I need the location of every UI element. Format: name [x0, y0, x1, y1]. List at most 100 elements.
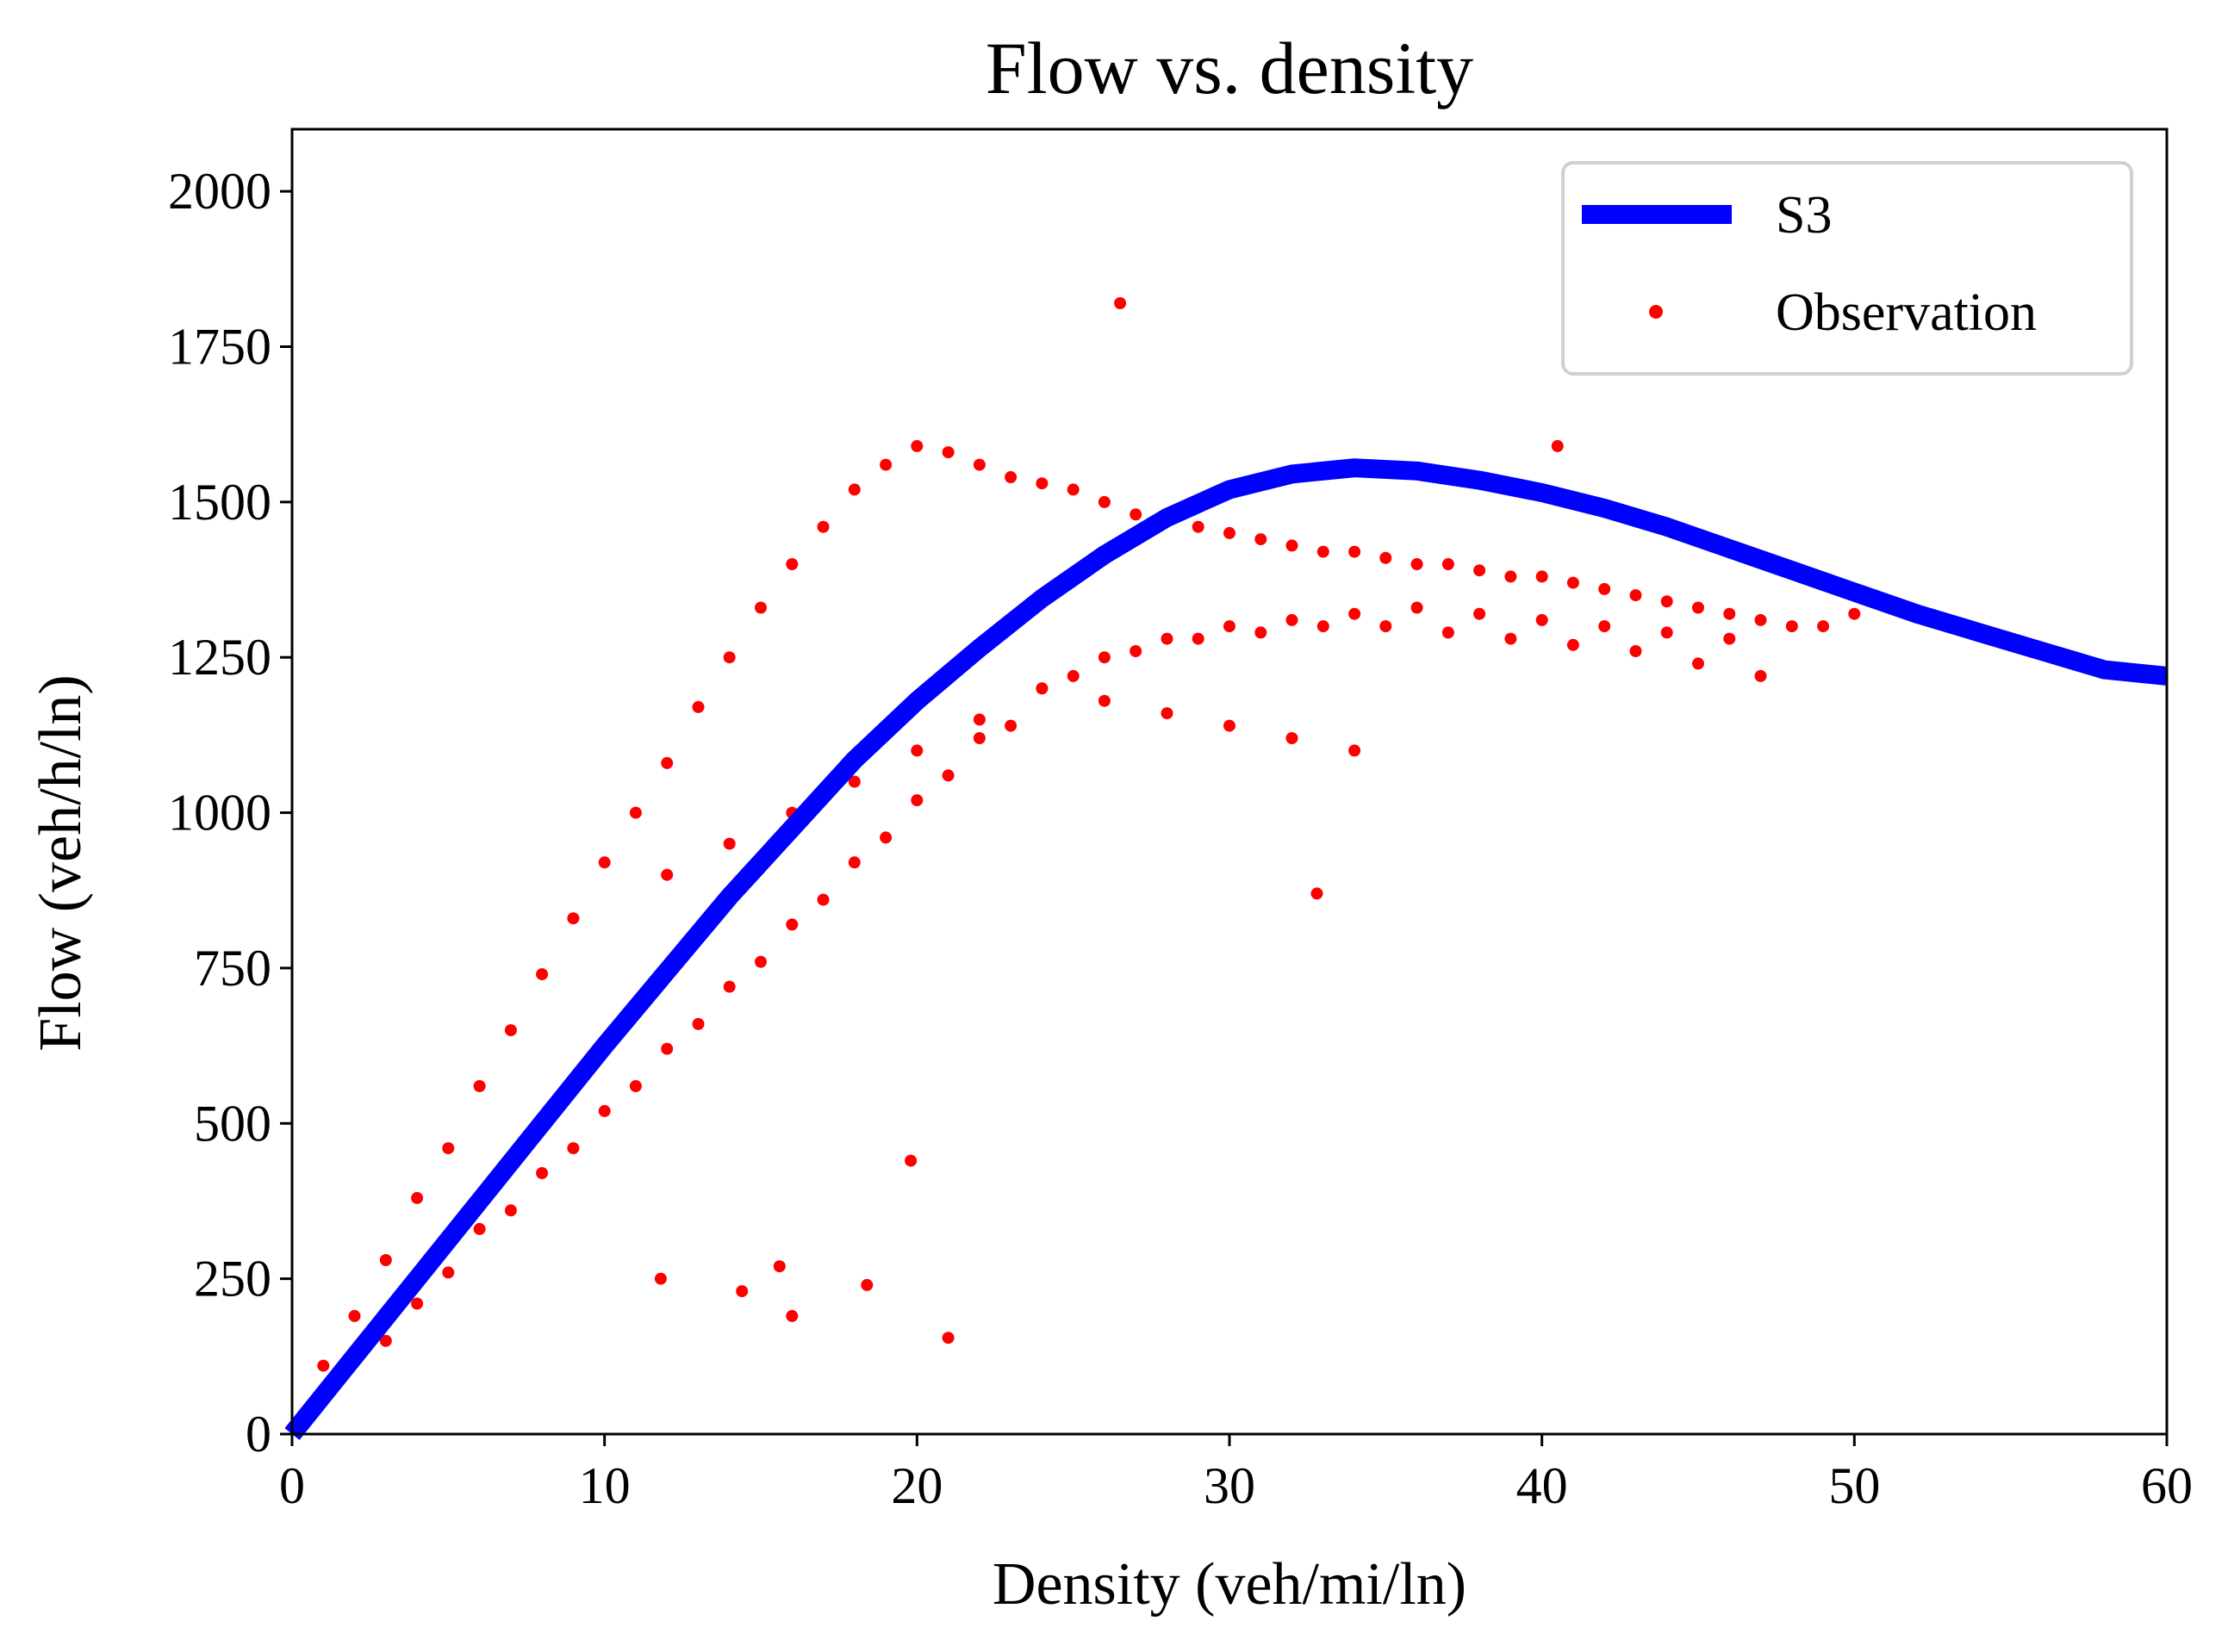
observation-point: [1723, 632, 1736, 645]
legend-frame: [1561, 161, 2133, 376]
observation-point: [1192, 520, 1204, 533]
observation-point: [1316, 620, 1329, 633]
plot-area: [284, 297, 2169, 1440]
observation-point: [1254, 533, 1267, 546]
observation-point: [1130, 645, 1142, 657]
observation-point: [536, 968, 549, 981]
observation-point: [1473, 564, 1486, 577]
x-tick-label: 50: [1828, 1457, 1880, 1514]
observation-point: [504, 1024, 517, 1037]
y-tick-label: 1000: [168, 785, 271, 842]
observation-point: [786, 1309, 799, 1322]
observation-point: [442, 1266, 455, 1279]
observation-point: [1098, 651, 1111, 664]
x-tick-label: 30: [1204, 1457, 1255, 1514]
observation-point: [942, 446, 955, 459]
observation-point: [1005, 719, 1018, 732]
observation-point: [536, 1167, 549, 1179]
observation-point: [1723, 607, 1736, 620]
observation-point: [629, 806, 642, 819]
observation-point: [1285, 613, 1298, 626]
observation-point: [723, 651, 736, 664]
observation-point: [911, 794, 924, 807]
observation-point: [661, 756, 674, 769]
observation-point: [1504, 632, 1517, 645]
observation-point: [1192, 632, 1204, 645]
observation-point: [567, 912, 580, 925]
observation-point: [755, 955, 767, 968]
observation-point: [654, 1272, 667, 1285]
observation-point: [567, 1142, 580, 1155]
observation-point: [1441, 626, 1454, 639]
x-tick-label: 60: [2141, 1457, 2193, 1514]
observation-point: [1754, 669, 1767, 682]
observation-point: [629, 1080, 642, 1092]
observation-point: [1098, 694, 1111, 707]
observation-point: [348, 1309, 361, 1322]
observation-point: [1629, 645, 1642, 657]
observation-point: [1348, 545, 1361, 558]
x-axis-label: Density (veh/mi/ln): [993, 1551, 1466, 1618]
observation-point: [1223, 526, 1235, 539]
observation-point: [1379, 620, 1392, 633]
observation-point: [1067, 483, 1080, 496]
observation-point: [736, 1285, 749, 1298]
observation-point: [911, 439, 924, 452]
observation-point: [379, 1334, 392, 1347]
observation-point: [1114, 297, 1127, 309]
observation-point: [1316, 545, 1329, 558]
observation-point: [973, 713, 986, 726]
y-tick-label: 750: [194, 940, 271, 997]
observation-point: [1310, 887, 1323, 900]
observation-point: [773, 1260, 786, 1273]
observation-point: [1223, 719, 1235, 732]
observation-point: [1067, 669, 1080, 682]
observation-point: [1410, 558, 1423, 570]
observation-point: [1660, 626, 1673, 639]
observation-point: [473, 1080, 486, 1092]
observation-point: [817, 520, 830, 533]
observation-point: [861, 1278, 874, 1291]
y-tick-label: 1750: [168, 319, 271, 376]
observation-point: [1285, 539, 1298, 552]
observation-point: [1535, 570, 1548, 583]
observation-point: [786, 918, 799, 931]
observation-point: [1098, 495, 1111, 508]
y-axis-label: Flow (veh/h/ln): [28, 674, 94, 1051]
observation-point: [905, 1154, 918, 1167]
observation-point: [1692, 601, 1704, 614]
observation-point: [1598, 620, 1611, 633]
observation-point: [692, 700, 705, 713]
observation-point: [942, 769, 955, 782]
observation-point: [1130, 508, 1142, 521]
observation-point: [880, 831, 893, 844]
observation-point: [504, 1204, 517, 1217]
observation-point: [1629, 589, 1642, 602]
chart-title: Flow vs. density: [986, 27, 1473, 109]
s3-curve: [284, 458, 2169, 1440]
observation-point: [911, 744, 924, 757]
observation-point: [1551, 439, 1564, 452]
observation-point: [598, 856, 611, 869]
legend-label-observation: Observation: [1776, 283, 2037, 342]
observation-point: [848, 483, 861, 496]
observation-point: [1754, 613, 1767, 626]
observation-point: [1036, 682, 1049, 695]
x-tick-label: 10: [579, 1457, 631, 1514]
observation-point: [1441, 558, 1454, 570]
y-tick-label: 250: [194, 1251, 271, 1307]
observation-point: [1473, 607, 1486, 620]
observation-point: [1161, 707, 1173, 720]
y-tick-label: 0: [246, 1406, 271, 1463]
observation-point: [1036, 477, 1049, 490]
observation-point: [755, 601, 767, 614]
observation-point: [661, 868, 674, 881]
observation-point: [1848, 607, 1861, 620]
axes: 0 10 20 30 40 50 60 0 250 500 750 1000 1250 1500 1750 2…: [168, 127, 2193, 1514]
observation-point: [598, 1104, 611, 1117]
x-tick-label: 20: [891, 1457, 943, 1514]
observation-point: [1817, 620, 1830, 633]
observation-point: [1254, 626, 1267, 639]
